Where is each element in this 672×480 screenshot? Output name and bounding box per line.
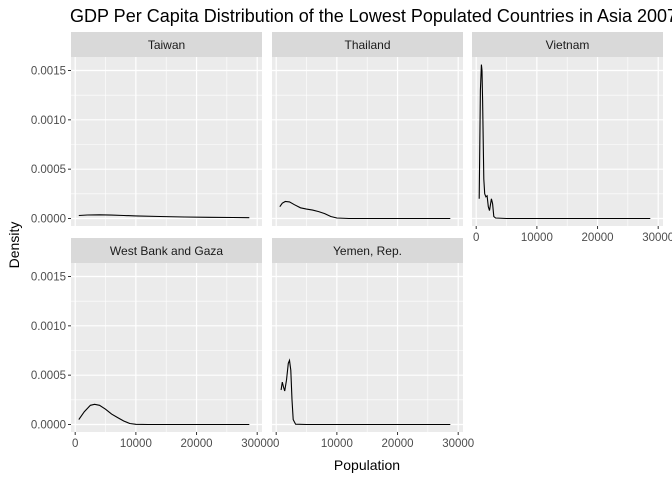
facet-grid: Taiwan 0.0000 0.0005 0.0010 0.0015 Thailand Vi… [31, 32, 672, 450]
y-tick-label: 0.0015 [31, 66, 66, 78]
facet-yemen-rep: Yemen, Rep. 0 10000 20000 30000 [272, 238, 474, 450]
density-line [279, 200, 451, 220]
y-tick-label: 0.0000 [31, 420, 66, 432]
facet-strip-label: Vietnam [546, 38, 590, 52]
facet-strip [272, 32, 463, 57]
facet-strip [472, 32, 663, 57]
x-tick-label: 20000 [382, 438, 414, 450]
x-tick-label: 30000 [241, 438, 273, 450]
y-tick-label: 0.0005 [31, 164, 66, 176]
facet-thailand: Thailand [272, 32, 463, 226]
chart-title: GDP Per Capita Distribution of the Lowes… [70, 6, 672, 26]
x-tick-label: 10000 [521, 232, 553, 244]
x-tick-label: 20000 [181, 438, 213, 450]
density-line [478, 64, 651, 220]
x-tick-label: 0 [72, 438, 78, 450]
x-tick-label: 30000 [442, 438, 474, 450]
facet-taiwan: Taiwan 0.0000 0.0005 0.0010 0.0015 [31, 32, 262, 226]
facet-strip-label: Thailand [344, 38, 390, 52]
density-line [78, 403, 250, 426]
facet-west-bank-and-gaza: West Bank and Gaza 0.0000 0.0005 0.0010 0.00… [31, 238, 273, 450]
density-line [78, 214, 250, 219]
y-axis-title: Density [6, 222, 22, 269]
x-tick-label: 10000 [120, 438, 152, 450]
facet-strip [71, 32, 262, 57]
facet-strip-label: Taiwan [148, 38, 185, 52]
facet-strip-label: West Bank and Gaza [110, 244, 224, 258]
y-tick-label: 0.0015 [31, 272, 66, 284]
y-tick-label: 0.0005 [31, 370, 66, 382]
facet-strip [71, 238, 262, 263]
x-axis-title: Population [334, 457, 400, 473]
x-tick-label: 0 [473, 232, 479, 244]
x-tick-label: 30000 [642, 232, 672, 244]
x-tick-label: 0 [273, 438, 279, 450]
x-tick-label: 20000 [582, 232, 614, 244]
density-line [280, 358, 451, 426]
x-tick-label: 10000 [321, 438, 353, 450]
y-tick-label: 0.0010 [31, 321, 66, 333]
facet-vietnam: Vietnam 0 10000 20000 30000 [472, 32, 672, 244]
y-tick-label: 0.0010 [31, 115, 66, 127]
facet-strip [272, 238, 463, 263]
y-tick-label: 0.0000 [31, 214, 66, 226]
facet-strip-label: Yemen, Rep. [333, 244, 402, 258]
